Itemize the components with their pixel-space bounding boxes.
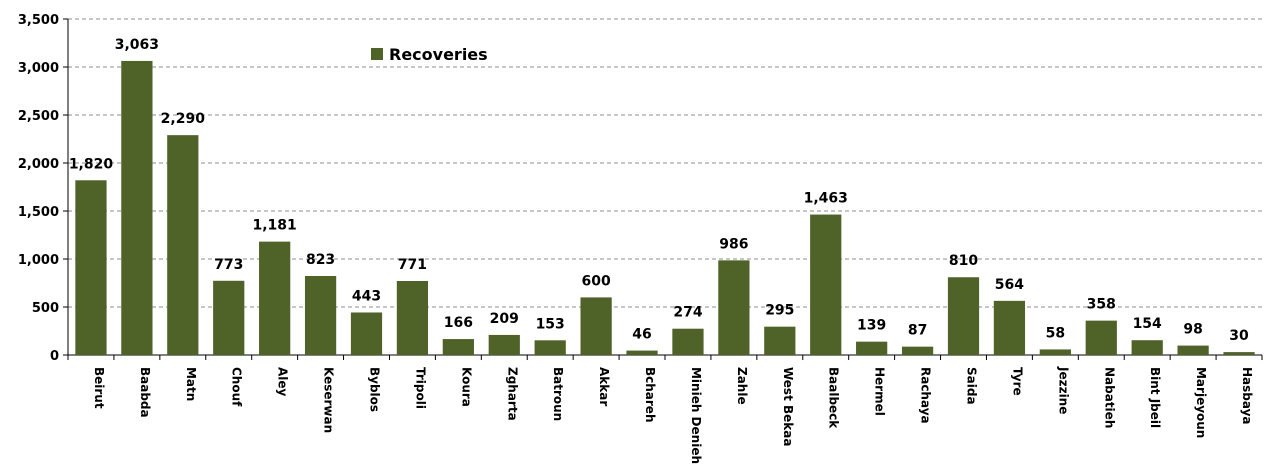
bar-aley [259, 241, 291, 355]
bar-jezzine [1039, 349, 1071, 355]
x-tick-label: Akkar [597, 367, 611, 406]
x-tick-label: Tyre [1010, 367, 1024, 396]
y-tick-label: 500 [32, 301, 59, 316]
data-label: 166 [444, 315, 473, 331]
bar-beirut [75, 180, 107, 355]
x-tick-label: Marjeyoun [1194, 367, 1208, 438]
data-label: 274 [673, 305, 702, 321]
x-tick-label: Minieh Denieh [689, 367, 703, 464]
data-label: 986 [719, 236, 748, 252]
y-tick-label: 2,500 [18, 109, 59, 124]
x-tick-label: Hasbaya [1240, 367, 1254, 425]
bar-zgharta [488, 334, 520, 355]
x-tick-label: West Bekaa [781, 367, 795, 446]
bar-baabda [121, 60, 153, 356]
x-tick-label: Baalbeck [827, 367, 841, 429]
data-label: 1,181 [253, 218, 297, 234]
x-tick-label: Rachaya [919, 367, 933, 424]
bar-zahle [718, 260, 750, 355]
x-tick-label: Jezzine [1056, 366, 1070, 414]
data-label: 810 [949, 253, 978, 269]
gridlines [68, 18, 1262, 308]
bar-byblos [350, 312, 383, 355]
x-tick-label: Hermel [873, 367, 887, 416]
data-label: 600 [581, 273, 610, 289]
data-label: 139 [857, 318, 886, 334]
bar-marjeyoun [1177, 345, 1209, 355]
axes: 0 500 1,000 1,500 2,000 2,500 3,000 3,500 Beirut… [18, 13, 1263, 464]
y-tick-label: 2,000 [18, 157, 59, 172]
bar-nabatieh [1085, 320, 1117, 355]
data-label: 2,290 [161, 111, 206, 127]
bar-akkar [580, 297, 612, 355]
bar-minieh-denieh [672, 328, 704, 355]
x-tick-label: Nabatieh [1102, 367, 1116, 428]
y-tick-label: 1,000 [18, 253, 59, 268]
bar-tyre [993, 300, 1026, 355]
legend: Recoveries [371, 45, 488, 64]
bar-chouf [213, 280, 245, 355]
bar-rachaya [901, 346, 934, 355]
x-tick-label: Bchareh [643, 367, 657, 423]
data-label: 154 [1133, 316, 1162, 332]
x-tick-label: Baabda [138, 367, 152, 418]
bar-tripoli [396, 280, 429, 355]
data-label: 295 [765, 303, 794, 319]
x-tick-label: Beirut [92, 367, 106, 409]
x-tick-label: Chouf [230, 367, 244, 407]
y-tick-label: 3,000 [18, 61, 59, 76]
legend-swatch [371, 48, 383, 60]
data-label: 443 [352, 288, 381, 304]
data-labels: 1,820 3,063 2,290 773 1,181 823 443 771 166 209 15… [69, 37, 1249, 344]
x-tick-label: Zahle [735, 367, 749, 405]
legend-label-recoveries: Recoveries [389, 45, 488, 64]
x-tick-label: Zgharta [505, 367, 519, 421]
y-tick-label: 0 [50, 349, 59, 364]
y-tick-label: 1,500 [18, 205, 59, 220]
x-tick-label: Batroun [551, 367, 565, 421]
x-tick-label: Bint Jbeil [1148, 367, 1162, 428]
data-label: 30 [1229, 328, 1249, 344]
data-label: 1,820 [69, 156, 114, 172]
x-tick-label: Aley [276, 367, 290, 397]
data-label: 58 [1046, 325, 1065, 341]
bar-bchareh [626, 350, 658, 355]
bar-hermel [856, 341, 888, 355]
data-label: 87 [908, 323, 927, 339]
x-tick-label: Saida [965, 367, 979, 405]
bar-saida [947, 277, 980, 355]
data-label: 823 [306, 252, 335, 268]
data-label: 153 [536, 316, 565, 332]
x-tick-label: Byblos [368, 367, 382, 412]
data-label: 98 [1183, 322, 1202, 338]
bar-west-bekaa [764, 326, 796, 355]
data-label: 209 [490, 311, 519, 327]
bars [75, 60, 1255, 356]
data-label: 771 [398, 257, 427, 273]
x-tick-label: Koura [459, 367, 473, 407]
x-tick-label: Keserwan [322, 367, 336, 433]
bar-keserwan [304, 275, 337, 355]
bar-matn [167, 135, 199, 355]
data-label: 773 [214, 257, 243, 273]
bar-baalbeck [810, 214, 842, 355]
data-label: 358 [1087, 297, 1116, 313]
data-label: 3,063 [115, 37, 159, 53]
data-label: 564 [995, 277, 1024, 293]
y-tick-label: 3,500 [18, 13, 59, 28]
bar-bint-jbeil [1131, 340, 1163, 355]
x-tick-label: Matn [184, 367, 198, 401]
data-label: 1,463 [804, 191, 848, 207]
x-tick-label: Tripoli [413, 367, 427, 409]
data-label: 46 [632, 327, 651, 343]
bar-batroun [534, 340, 566, 355]
bar-hasbaya [1223, 352, 1255, 355]
bar-koura [442, 339, 474, 355]
